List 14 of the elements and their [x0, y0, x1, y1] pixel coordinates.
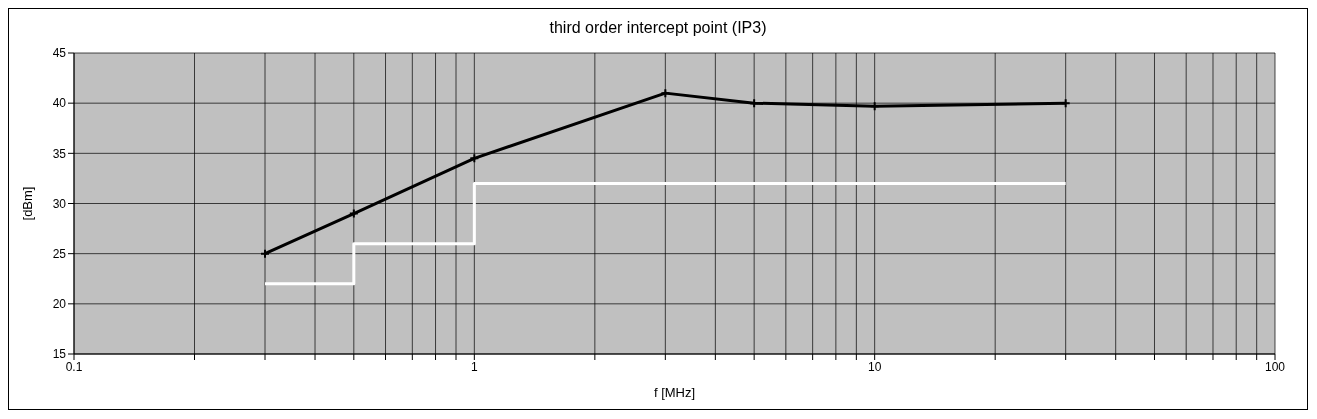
- y-tick-label: 30: [52, 196, 67, 211]
- y-axis-title: [dBm]: [19, 186, 35, 221]
- y-tick-label: 40: [52, 96, 67, 111]
- y-tick-label: 25: [52, 246, 67, 261]
- x-axis-title: f [MHz]: [653, 385, 696, 400]
- y-tick-label: 15: [52, 347, 67, 362]
- y-tick-label: 35: [52, 146, 67, 161]
- x-tick-label: 10: [867, 359, 882, 374]
- x-tick-label: 1: [470, 359, 478, 374]
- y-tick-label: 20: [52, 297, 67, 312]
- y-tick-label: 45: [52, 46, 67, 61]
- x-tick-label: 0.1: [65, 359, 83, 374]
- chart-title: third order intercept point (IP3): [548, 18, 768, 38]
- x-tick-label: 100: [1264, 359, 1286, 374]
